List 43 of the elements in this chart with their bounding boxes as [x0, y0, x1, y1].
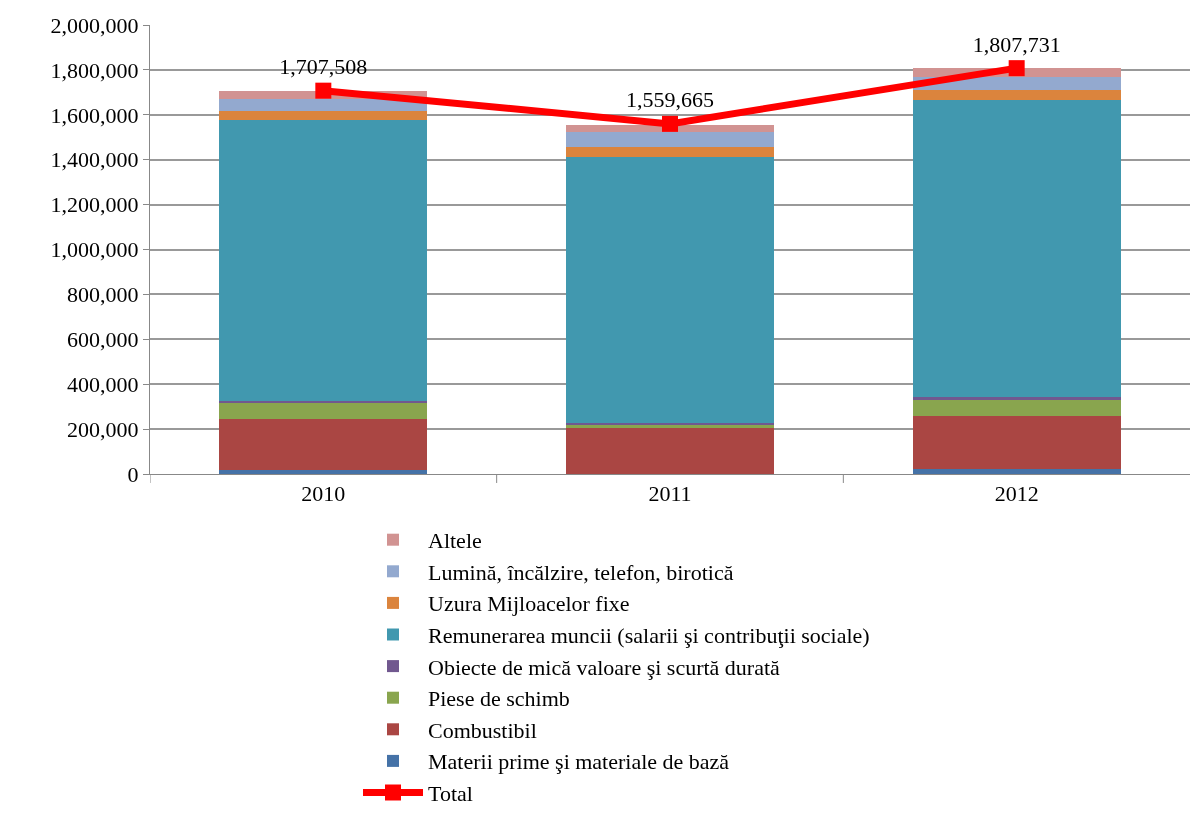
bar	[219, 111, 428, 121]
legend-label: Total	[428, 781, 473, 807]
y-tick-label: 1,800,000	[50, 57, 139, 83]
bar	[219, 402, 428, 419]
y-tick-label: 600,000	[67, 327, 139, 352]
legend-label: Obiecte de mică valoare şi scurtă durată	[428, 654, 781, 680]
bar	[566, 427, 774, 474]
data-label: 1,707,508	[279, 54, 368, 80]
x-tick-label: 2012	[994, 481, 1039, 507]
y-tick-label: 1,400,000	[50, 147, 139, 173]
y-tick-label: 1,200,000	[50, 192, 139, 218]
bar	[912, 415, 1121, 470]
legend-label: Altele	[428, 528, 482, 554]
legend-label: Piese de schimb	[428, 686, 570, 712]
y-tick-label: 200,000	[67, 416, 139, 442]
legend-label: Uzura Mijloacelor fixe	[428, 591, 630, 617]
bar	[912, 90, 1121, 100]
bar	[219, 418, 428, 470]
x-tick-label: 2010	[301, 481, 346, 507]
x-tick-label: 2011	[648, 481, 692, 507]
bar	[566, 156, 774, 424]
y-tick-label: 400,000	[67, 371, 139, 397]
y-tick-label: 0	[127, 461, 139, 487]
legend-label: Combustibil	[428, 717, 537, 743]
bar	[912, 99, 1121, 398]
legend-label: Lumină, încălzire, telefon, birotică	[428, 559, 734, 585]
y-tick-label: 1,000,000	[50, 237, 139, 263]
legend-label: Materii prime şi materiale de bază	[428, 749, 730, 775]
bar	[566, 132, 774, 147]
point	[662, 115, 678, 132]
data-label: 1,807,731	[972, 31, 1061, 57]
legend-label: Remunerarea muncii (salarii şi contribuţii sociale)	[428, 623, 870, 649]
bar	[219, 120, 428, 402]
data-label: 1,559,665	[626, 87, 714, 113]
point	[1008, 60, 1025, 77]
bar	[912, 399, 1121, 416]
y-tick-label: 1,600,000	[50, 102, 139, 128]
point	[315, 82, 332, 99]
y-tick-label: 800,000	[67, 282, 139, 308]
bar	[566, 146, 774, 157]
bar	[912, 469, 1121, 474]
y-tick-label: 2,000,000	[50, 12, 139, 38]
bar	[912, 397, 1121, 400]
